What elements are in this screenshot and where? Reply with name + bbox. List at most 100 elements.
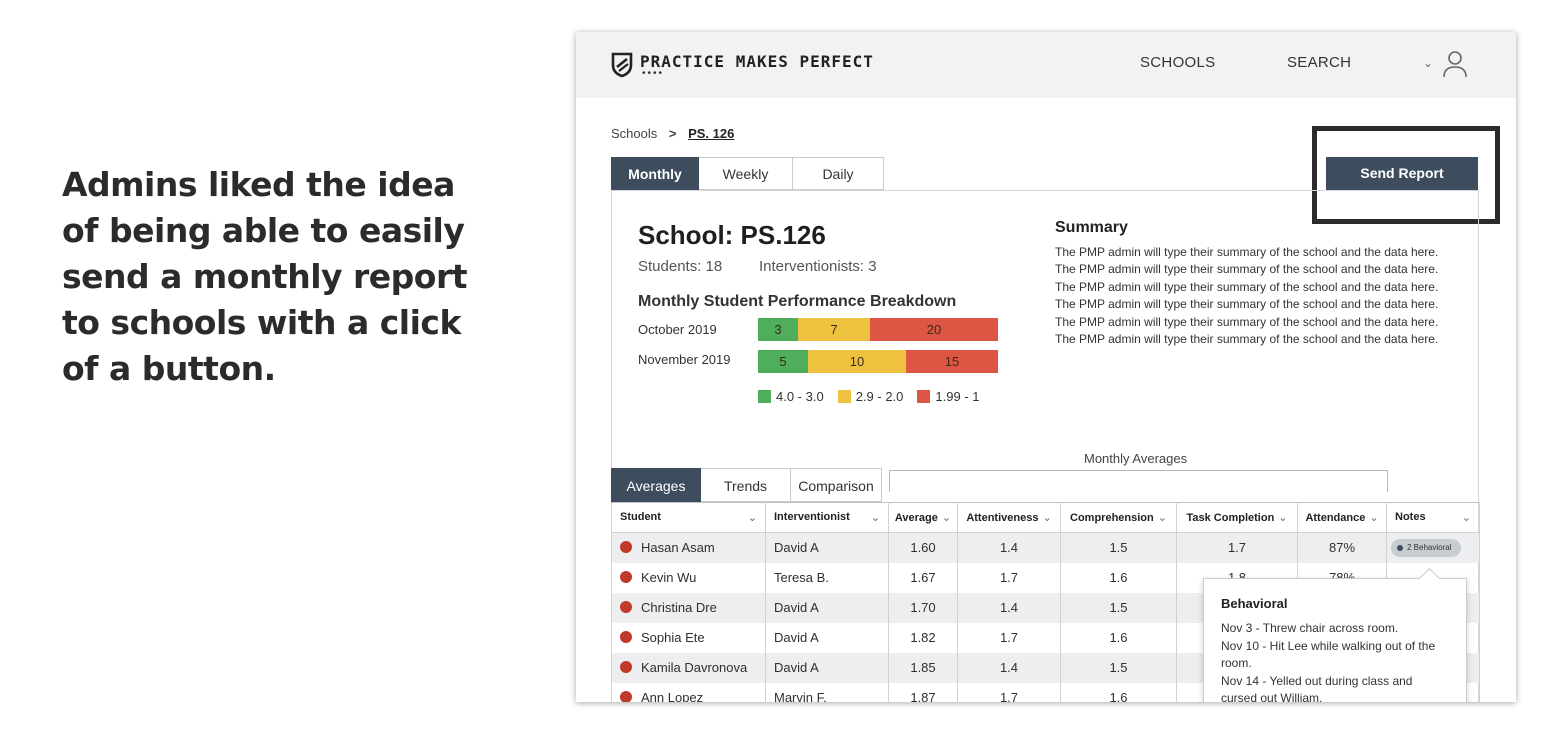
data-tabs: Averages Trends Comparison xyxy=(611,468,882,502)
tab-trends[interactable]: Trends xyxy=(701,468,791,502)
legend-label: 2.9 - 2.0 xyxy=(855,389,904,404)
status-dot xyxy=(620,691,632,702)
bar-label-october: October 2019 xyxy=(638,322,717,337)
average-cell: 1.82 xyxy=(888,622,958,653)
bar-segment-red: 20 xyxy=(870,318,998,341)
caption-text: Admins liked the idea of being able to e… xyxy=(62,165,468,388)
annotation-highlight-box xyxy=(1312,126,1500,224)
interventionist-cell: David A xyxy=(765,652,889,683)
legend-swatch-green xyxy=(758,390,771,403)
breakdown-title: Monthly Student Performance Breakdown xyxy=(638,293,957,310)
comprehension-cell: 1.6 xyxy=(1060,562,1177,593)
interventionist-cell: Marvin F. xyxy=(765,682,889,702)
shield-logo-icon xyxy=(611,52,633,78)
summary-title: Summary xyxy=(1055,219,1128,236)
student-name: Kamila Davronova xyxy=(641,660,748,675)
comprehension-cell: 1.6 xyxy=(1060,682,1177,702)
bar-segment-yellow: 7 xyxy=(798,318,870,341)
bar-segment-green: 3 xyxy=(758,318,798,341)
monthly-averages-label: Monthly Averages xyxy=(1084,451,1188,466)
nav-search-link[interactable]: SEARCH xyxy=(1287,54,1352,71)
legend-item-yellow: 2.9 - 2.0 xyxy=(837,389,904,404)
student-name: Kevin Wu xyxy=(641,570,697,585)
legend-swatch-red xyxy=(917,390,931,403)
comprehension-cell: 1.5 xyxy=(1060,652,1177,683)
student-name: Hasan Asam xyxy=(641,540,715,556)
breadcrumb-schools-link[interactable]: Schools xyxy=(611,126,658,141)
bar-segment-green: 5 xyxy=(758,350,808,373)
column-header-attentiveness[interactable]: Attentiveness ⌄ xyxy=(957,502,1061,533)
tab-averages[interactable]: Averages xyxy=(611,468,701,502)
column-header-attendance[interactable]: Attendance ⌄ xyxy=(1297,502,1387,533)
column-header-comprehension[interactable]: Comprehension ⌄ xyxy=(1060,502,1177,533)
breadcrumb-current[interactable]: PS. 126 xyxy=(688,126,735,141)
interventionists-count: Interventionists: 3 xyxy=(759,258,877,275)
status-dot xyxy=(620,631,632,643)
column-header-interventionist[interactable]: Interventionist ⌄ xyxy=(765,502,889,533)
chevron-down-icon: ⌄ xyxy=(1369,512,1379,524)
nav-schools-link[interactable]: SCHOOLS xyxy=(1140,54,1216,71)
popover-title: Behavioral xyxy=(1221,596,1288,611)
tab-weekly[interactable]: Weekly xyxy=(699,157,793,190)
popover-note: Nov 10 - Hit Lee while walking out of th… xyxy=(1221,638,1436,671)
tab-monthly[interactable]: Monthly xyxy=(611,157,699,190)
student-name: Christina Dre xyxy=(641,600,717,615)
breadcrumb: Schools > PS. 126 xyxy=(611,126,734,141)
brand-dots: •••• xyxy=(642,68,665,79)
notes-dot-icon xyxy=(1397,544,1403,551)
bar-october: 3 7 20 xyxy=(758,318,998,341)
comprehension-cell: 1.6 xyxy=(1060,622,1177,653)
chevron-down-icon: ⌄ xyxy=(1461,512,1471,524)
column-header-average[interactable]: Average ⌄ xyxy=(888,502,958,533)
status-dot xyxy=(620,541,632,554)
chevron-down-icon: ⌄ xyxy=(870,512,880,524)
bar-label-november: November 2019 xyxy=(638,352,731,367)
students-count: Students: 18 xyxy=(638,258,723,275)
chevron-down-icon: ⌄ xyxy=(1042,512,1052,524)
chevron-down-icon: ⌄ xyxy=(1278,512,1288,524)
monthly-averages-bracket xyxy=(889,470,1388,492)
average-cell: 1.67 xyxy=(888,562,958,593)
interventionist-cell: David A xyxy=(765,622,889,653)
status-dot xyxy=(620,661,632,673)
column-header-student[interactable]: Student ⌄ xyxy=(611,502,766,533)
popover-note: Nov 3 - Threw chair across room. xyxy=(1221,621,1399,635)
attentiveness-cell: 1.7 xyxy=(957,622,1061,653)
tab-comparison[interactable]: Comparison xyxy=(791,468,882,502)
school-title: School: PS.126 xyxy=(638,220,826,250)
legend-item-green: 4.0 - 3.0 xyxy=(758,389,824,404)
top-nav-bar: PRACTICE MAKES PERFECT •••• SCHOOLS SEAR… xyxy=(576,32,1516,98)
legend-label: 4.0 - 3.0 xyxy=(776,389,824,404)
student-name: Sophia Ete xyxy=(641,630,705,645)
student-name: Ann Lopez xyxy=(641,690,704,702)
average-cell: 1.85 xyxy=(888,652,958,683)
brand-name: PRACTICE MAKES PERFECT xyxy=(640,52,874,71)
table-header-row: Student ⌄ Interventionist ⌄ Average ⌄ Atten… xyxy=(611,502,1480,533)
user-avatar-icon[interactable] xyxy=(1442,50,1468,78)
table-row[interactable]: Hasan Asam David A 1.60 1.4 1.5 1.7 87% … xyxy=(611,532,1480,563)
breakdown-legend: 4.0 - 3.0 2.9 - 2.0 1.99 - 1 xyxy=(758,389,994,404)
chevron-down-icon[interactable]: ⌄ xyxy=(1423,56,1434,70)
column-header-notes[interactable]: Notes ⌄ xyxy=(1386,502,1480,533)
comprehension-cell: 1.5 xyxy=(1060,532,1177,563)
report-panel xyxy=(611,190,1479,702)
attentiveness-cell: 1.4 xyxy=(957,652,1061,683)
notes-badge[interactable]: 2 Behavioral xyxy=(1391,538,1462,557)
legend-item-red: 1.99 - 1 xyxy=(917,389,980,404)
attentiveness-cell: 1.7 xyxy=(957,682,1061,702)
comprehension-cell: 1.5 xyxy=(1060,592,1177,623)
interventionist-cell: David A xyxy=(765,532,889,563)
tab-daily[interactable]: Daily xyxy=(793,157,884,190)
send-report-button[interactable]: Send Report xyxy=(1326,157,1478,190)
chevron-down-icon: ⌄ xyxy=(1157,512,1167,524)
average-cell: 1.70 xyxy=(888,592,958,623)
interventionist-cell: David A xyxy=(765,592,889,623)
task-completion-cell: 1.7 xyxy=(1176,532,1298,563)
popover-note: Nov 14 - Yelled out during class and cur… xyxy=(1221,673,1413,703)
chevron-down-icon: ⌄ xyxy=(747,512,757,524)
attentiveness-cell: 1.4 xyxy=(957,532,1061,563)
column-header-task-completion[interactable]: Task Completion ⌄ xyxy=(1176,502,1298,533)
app-window: PRACTICE MAKES PERFECT •••• SCHOOLS SEAR… xyxy=(576,32,1516,702)
attentiveness-cell: 1.7 xyxy=(957,562,1061,593)
chevron-down-icon: ⌄ xyxy=(941,512,952,524)
